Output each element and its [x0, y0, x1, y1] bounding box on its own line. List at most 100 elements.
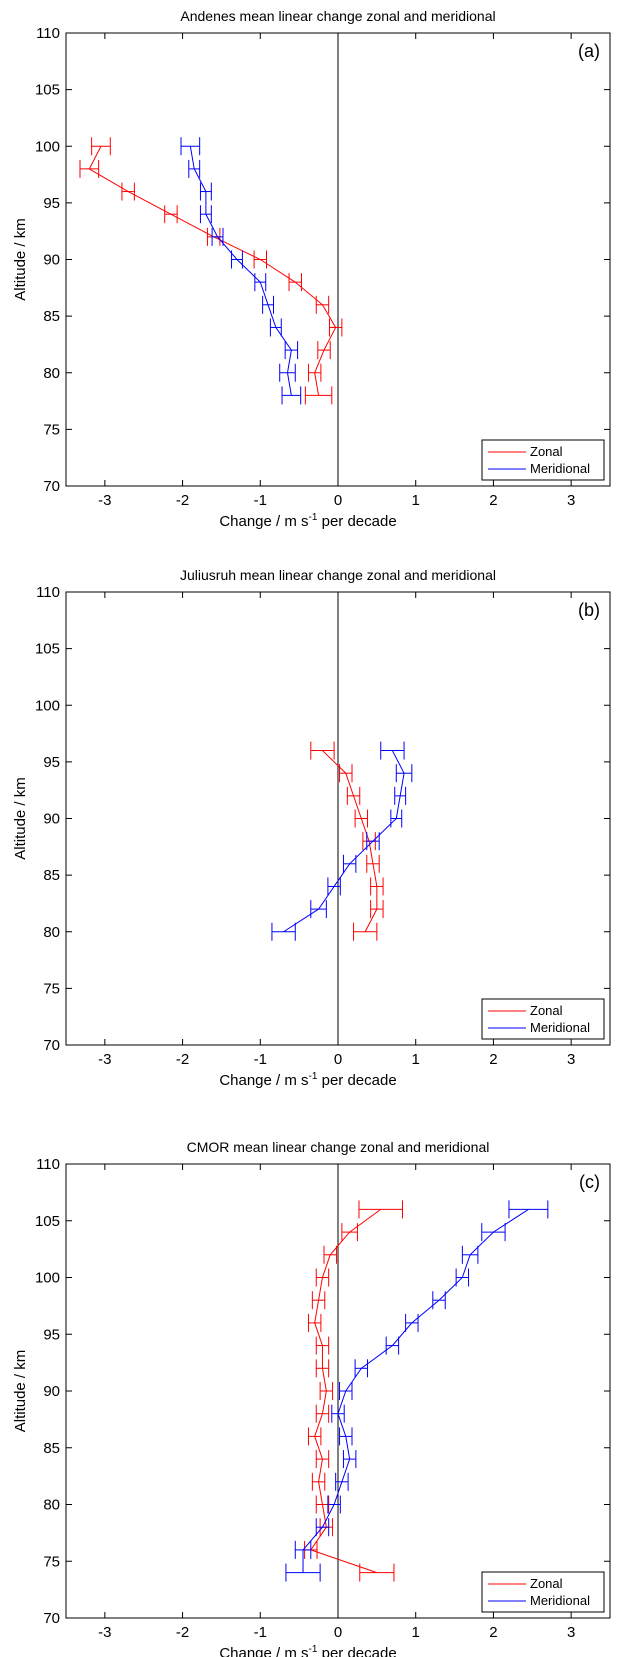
data-point-errorbar [432, 1291, 446, 1310]
y-tick-label: 70 [43, 1037, 60, 1054]
panel-label: (c) [579, 1172, 600, 1192]
y-tick-label: 105 [35, 1213, 60, 1230]
y-tick-label: 80 [43, 365, 60, 382]
x-axis-label-superscript: -1 [309, 1644, 318, 1655]
series-line-meridional [283, 750, 405, 933]
chart-panel-2: Juliusruh mean linear change zonal and m… [12, 567, 611, 1089]
x-tick-label: 3 [567, 1051, 575, 1068]
data-point-errorbar [285, 1563, 321, 1582]
x-tick-label: 0 [334, 1051, 342, 1068]
y-tick-label: 105 [35, 82, 60, 99]
data-point-errorbar [254, 273, 267, 292]
x-tick-label: -1 [254, 1051, 267, 1068]
x-axis-label: Change / m s-1 per decade [219, 512, 396, 530]
x-tick-label: 2 [489, 1051, 497, 1068]
data-point-errorbar [342, 854, 357, 873]
x-tick-label: 0 [334, 492, 342, 509]
data-point-errorbar [310, 900, 327, 919]
y-tick-label: 100 [35, 697, 60, 714]
data-point-errorbar [315, 1268, 330, 1287]
data-point-errorbar [346, 786, 361, 805]
series-line-zonal [88, 146, 337, 396]
y-tick-label: 95 [43, 1326, 60, 1343]
x-axis-label-superscript: -1 [309, 1071, 318, 1082]
panel-label: (a) [578, 41, 600, 61]
data-point-errorbar [405, 1313, 419, 1332]
data-point-errorbar [199, 205, 212, 224]
series-zonal [304, 1200, 404, 1582]
legend: Zonal Meridional [481, 998, 605, 1040]
y-tick-label: 85 [43, 308, 60, 325]
x-tick-label: -3 [98, 1051, 111, 1068]
series-meridional [285, 1200, 549, 1582]
x-axis-label-superscript: -1 [309, 512, 318, 523]
data-point-errorbar [281, 386, 302, 405]
data-point-errorbar [394, 786, 407, 805]
y-axis-label: Altitude / km [12, 1350, 29, 1433]
y-tick-label: 110 [36, 584, 60, 601]
data-point-errorbar [288, 273, 302, 292]
data-point-errorbar [358, 1200, 404, 1219]
data-point-errorbar [390, 809, 403, 828]
data-point-errorbar [327, 877, 341, 896]
data-point-errorbar [335, 1472, 349, 1491]
data-point-errorbar [294, 1540, 312, 1559]
y-tick-label: 85 [43, 867, 60, 884]
y-tick-label: 100 [35, 1270, 60, 1287]
x-tick-label: -2 [176, 492, 189, 509]
legend-label-meridional: Meridional [530, 1593, 590, 1608]
data-point-errorbar [339, 1382, 353, 1400]
data-point-errorbar [339, 764, 353, 783]
data-point-errorbar [455, 1268, 470, 1287]
data-point-errorbar [304, 386, 333, 405]
data-point-errorbar [341, 1223, 358, 1242]
data-point-errorbar [331, 1404, 345, 1423]
data-point-errorbar [269, 318, 282, 337]
data-point-errorbar [354, 1359, 369, 1378]
y-tick-label: 90 [43, 811, 60, 828]
data-point-errorbar [253, 250, 268, 269]
x-tick-label: 2 [489, 1624, 497, 1641]
data-point-errorbar [211, 227, 224, 246]
legend: Zonal Meridional [481, 1571, 605, 1613]
x-tick-label: -1 [254, 1624, 267, 1641]
y-tick-label: 75 [43, 421, 60, 438]
y-tick-label: 80 [43, 1497, 60, 1514]
data-point-errorbar [79, 159, 100, 178]
x-tick-label: 0 [334, 1624, 342, 1641]
data-point-errorbar [315, 1518, 330, 1537]
data-point-errorbar [319, 1382, 334, 1400]
data-point-errorbar [279, 363, 296, 382]
data-point-errorbar [121, 182, 135, 201]
series-meridional [271, 741, 413, 941]
series-line-meridional [302, 1208, 529, 1573]
chart-panel-1: Andenes mean linear change zonal and mer… [12, 8, 611, 530]
data-point-errorbar [481, 1223, 506, 1242]
x-tick-label: 2 [489, 492, 497, 509]
data-point-errorbar [180, 137, 201, 156]
y-tick-label: 90 [43, 252, 60, 269]
data-point-errorbar [315, 1450, 330, 1469]
x-tick-label: 1 [412, 1051, 420, 1068]
x-tick-label: -3 [98, 1624, 111, 1641]
data-point-errorbar [339, 1427, 353, 1446]
data-point-errorbar [310, 741, 335, 760]
data-point-errorbar [199, 182, 212, 201]
data-point-errorbar [508, 1200, 549, 1219]
data-point-errorbar [366, 854, 380, 873]
data-point-errorbar [271, 922, 296, 941]
y-axis-label: Altitude / km [12, 777, 29, 860]
chart-title: CMOR mean linear change zonal and meridi… [187, 1139, 490, 1155]
legend-box [481, 1571, 605, 1613]
legend-label-zonal: Zonal [530, 1576, 563, 1591]
x-tick-label: -2 [176, 1051, 189, 1068]
y-tick-label: 75 [43, 980, 60, 997]
data-point-errorbar [164, 205, 178, 224]
data-point-errorbar [315, 295, 330, 314]
data-point-errorbar [370, 877, 384, 896]
data-point-errorbar [366, 832, 380, 851]
y-tick-label: 95 [43, 195, 60, 212]
data-point-errorbar [385, 1336, 400, 1355]
data-point-errorbar [262, 295, 274, 314]
data-point-errorbar [323, 1245, 337, 1264]
